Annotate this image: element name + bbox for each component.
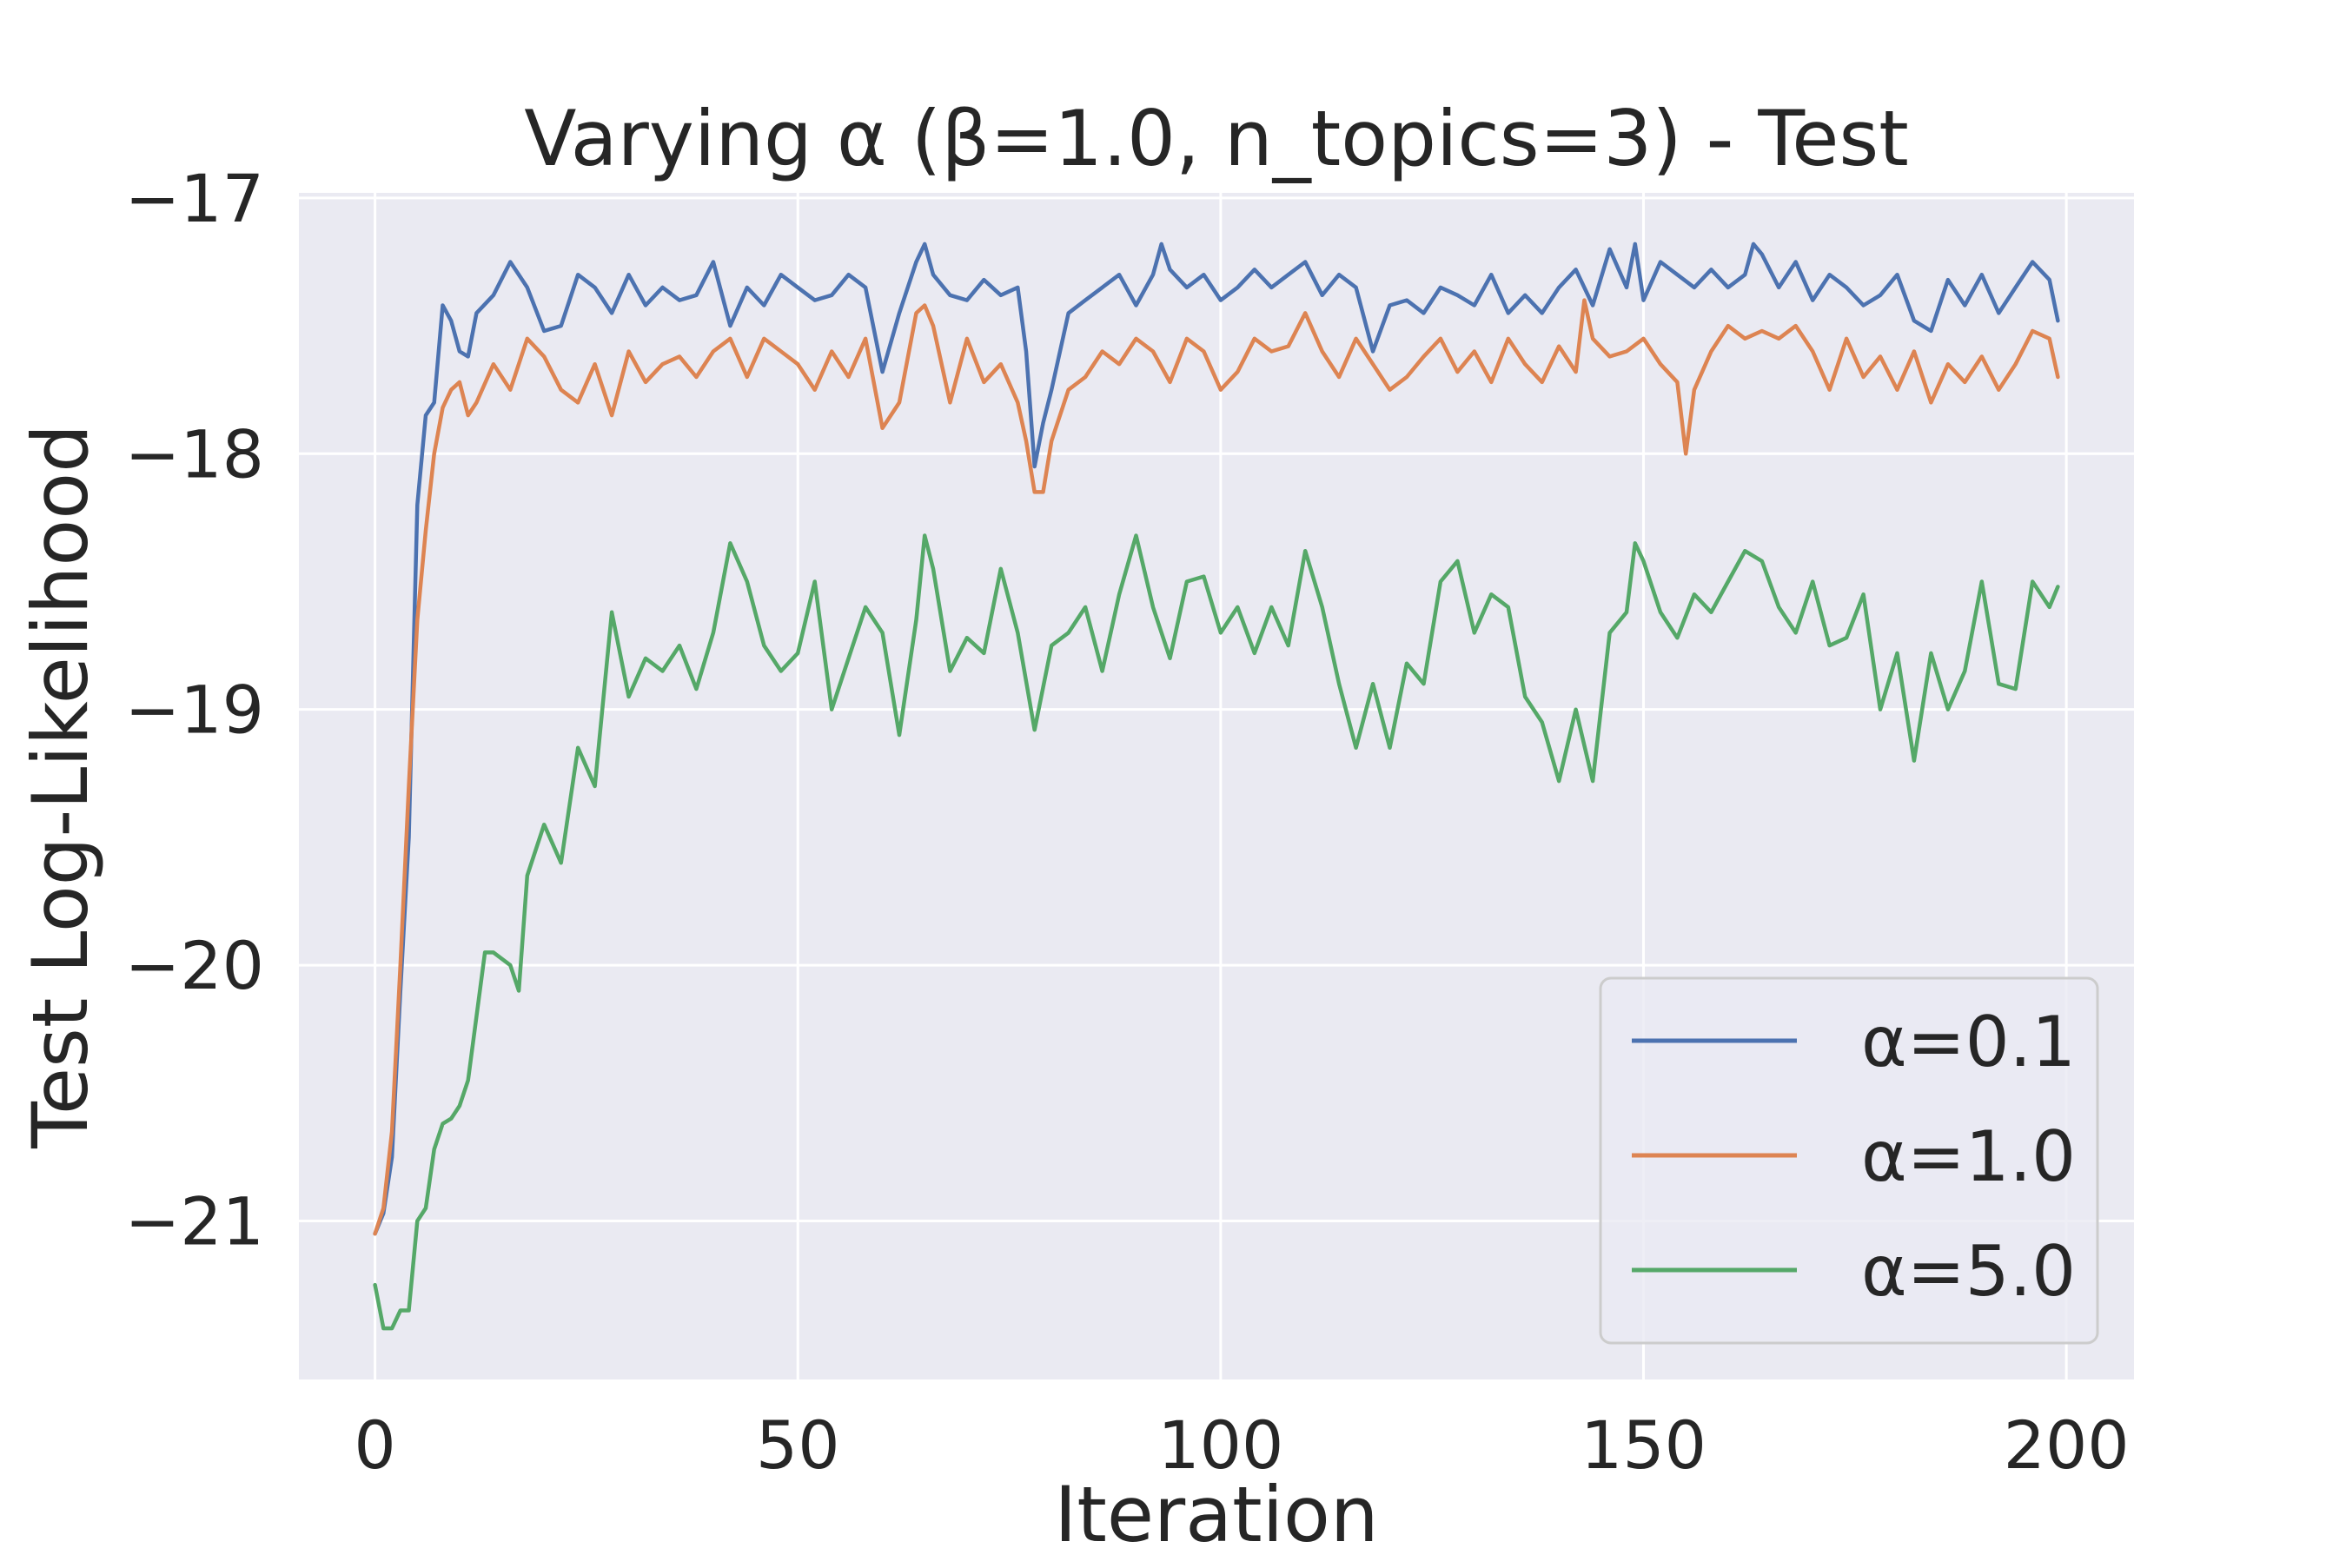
tick-labels: 0 50 100 150 200 −21 −20 −19 −18 −17	[125, 160, 2130, 1484]
y-tick-label: −19	[125, 672, 264, 749]
x-tick-label: 150	[1581, 1406, 1706, 1484]
legend-label: α=5.0	[1861, 1231, 2076, 1312]
x-axis-label: Iteration	[1054, 1470, 1378, 1559]
legend-label: α=1.0	[1861, 1116, 2076, 1197]
series-line	[373, 241, 2060, 1236]
x-tick-label: 50	[756, 1406, 840, 1484]
series-line	[373, 298, 2060, 1236]
legend-items: α=0.1 α=1.0 α=5.0	[1632, 1002, 2076, 1312]
x-tick-label: 200	[2004, 1406, 2130, 1484]
y-tick-label: −17	[125, 160, 264, 237]
x-tick-label: 100	[1157, 1406, 1283, 1484]
chart-title: Varying α (β=1.0, n_topics=3) - Test	[524, 94, 1908, 183]
y-tick-label: −21	[125, 1182, 264, 1260]
legend-label: α=0.1	[1861, 1002, 2076, 1082]
legend-box	[1599, 976, 2099, 1345]
y-tick-label: −20	[125, 927, 264, 1004]
series-lines	[373, 241, 2060, 1331]
x-tick-label: 0	[354, 1406, 395, 1484]
y-tick-label: −18	[125, 415, 264, 493]
legend: α=0.1 α=1.0 α=5.0	[1599, 976, 2099, 1345]
y-axis-label: Test Log-Likelihood	[16, 424, 105, 1149]
series-line	[373, 533, 2060, 1331]
